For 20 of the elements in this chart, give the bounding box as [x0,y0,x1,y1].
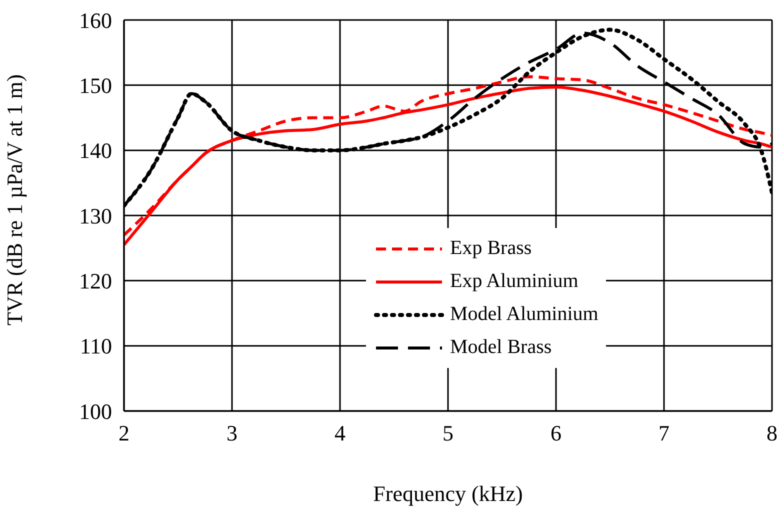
legend-label: Model Brass [450,336,552,359]
y-tick-label: 140 [79,138,112,164]
legend-label: Exp Brass [450,237,532,260]
x-tick-label: 4 [334,420,346,446]
x-tick-label: 6 [550,420,562,446]
x-tick-label: 2 [118,420,130,446]
x-tick-label: 5 [442,420,454,446]
x-tick-label: 3 [226,420,238,446]
legend-label: Model Aluminium [450,303,598,326]
x-axis-title: Frequency (kHz) [373,481,523,506]
y-tick-label: 160 [79,8,112,33]
y-axis-title: TVR (dB re 1 µPa/V at 1 m) [2,74,27,326]
legend-label: Exp Aluminium [450,270,578,293]
y-tick-label: 130 [79,203,112,228]
y-tick-label: 150 [79,72,112,98]
x-tick-label: 7 [658,420,670,446]
y-tick-label: 120 [79,268,112,294]
y-tick-label: 100 [79,398,112,424]
x-tick-label: 8 [766,420,778,446]
y-tick-label: 110 [80,334,112,359]
